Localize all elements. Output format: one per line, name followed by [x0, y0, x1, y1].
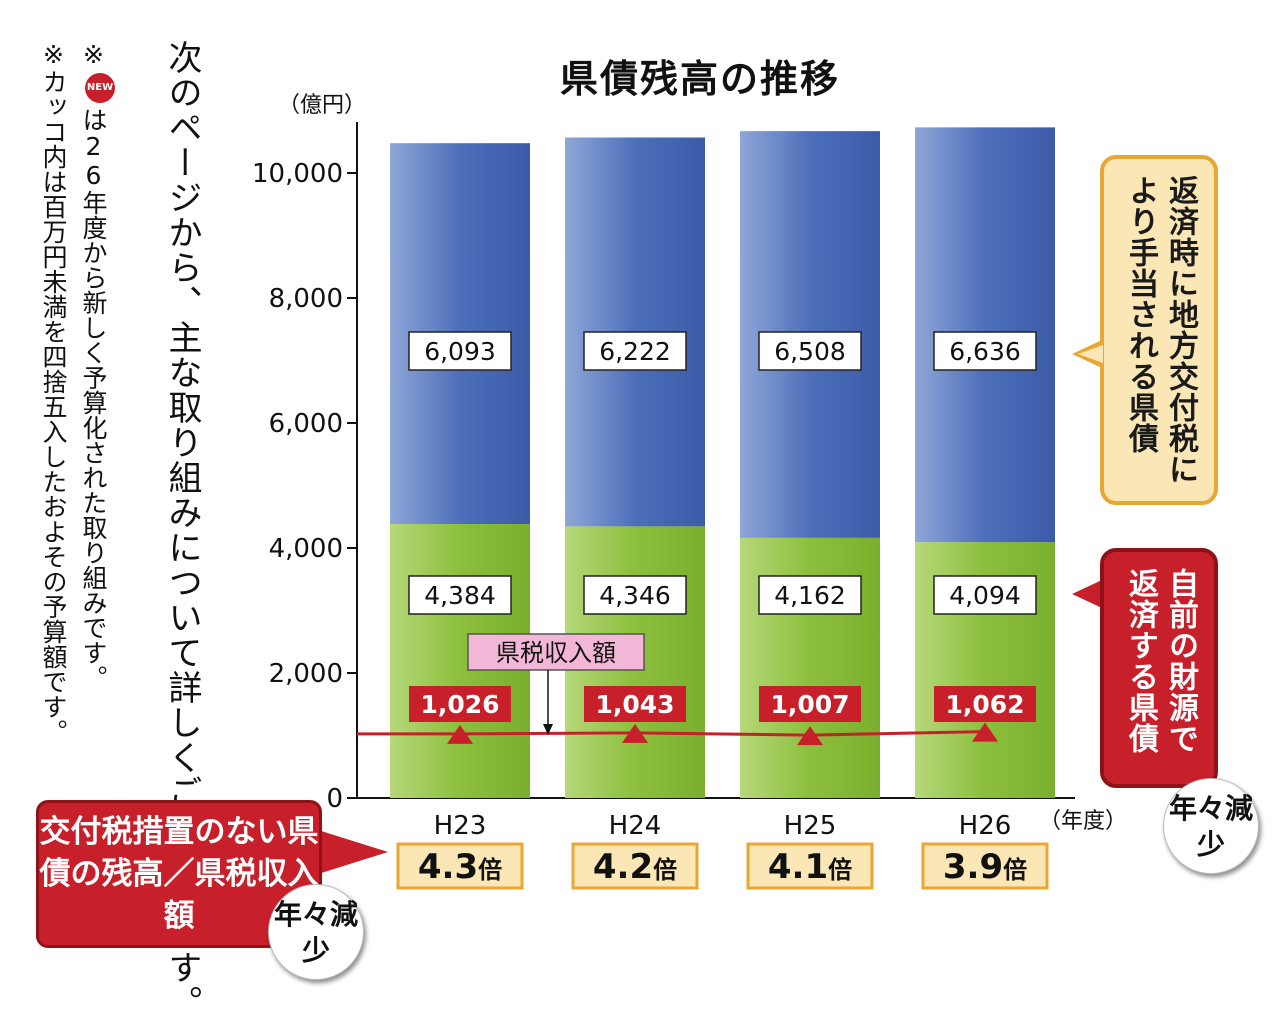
x-tick-label: H26 — [959, 811, 1012, 841]
decrease-badge-right: 年々減少 — [1163, 778, 1259, 874]
new-badge-icon: NEW — [85, 73, 115, 103]
value-label-own: 4,094 — [949, 581, 1021, 610]
ratio-value-box — [396, 842, 524, 890]
ratio-value-box — [571, 842, 699, 890]
callout-own-source: 自前の財源で返済する県債 — [1100, 548, 1218, 788]
value-label-own: 4,346 — [599, 581, 671, 610]
value-box-allocation — [408, 331, 512, 371]
value-label-allocation: 6,222 — [599, 337, 671, 366]
value-box-own — [583, 575, 687, 615]
value-box-allocation — [583, 331, 687, 371]
ratio-value-box — [921, 842, 1049, 890]
value-box-allocation — [758, 331, 862, 371]
value-box-own — [933, 575, 1037, 615]
ratio-value-box — [746, 842, 874, 890]
y-tick-label: 0 — [326, 784, 343, 814]
callout-pointer-bottom — [1072, 580, 1102, 608]
ratio-label: 交付税措置のない県債の残高／県税収入額 — [39, 814, 319, 934]
value-label-own: 4,384 — [424, 581, 496, 610]
y-tick-label: 6,000 — [269, 409, 343, 439]
tax-value-label: 1,026 — [420, 690, 499, 719]
tax-value-label: 1,043 — [595, 690, 674, 719]
x-tick-label: H25 — [784, 811, 837, 841]
callout-own-source-text: 自前の財源で返済する県債 — [1123, 568, 1198, 754]
value-label-allocation: 6,093 — [424, 337, 496, 366]
x-tick-label: H23 — [434, 811, 487, 841]
tax-revenue-marker — [797, 726, 823, 746]
y-unit-label: （億円） — [278, 93, 366, 118]
decrease-badge-left: 年々減少 — [268, 884, 364, 980]
tax-value-box — [584, 686, 686, 722]
new-note-text: は26年度から新しく予算化された取り組みです。 — [79, 107, 108, 690]
value-box-own — [758, 575, 862, 615]
ratio-value-label: 4.1倍 — [768, 847, 852, 887]
value-box-allocation — [933, 331, 1037, 371]
value-label-own: 4,162 — [774, 581, 846, 610]
tax-legend-label: 県税収入額 — [496, 639, 616, 667]
y-tick-label: 2,000 — [269, 659, 343, 689]
tax-legend-box — [467, 633, 645, 671]
tax-revenue-marker — [622, 723, 648, 743]
tax-revenue-marker — [447, 724, 473, 744]
note-mark: ※ — [79, 40, 108, 69]
callout-pointer-top-inner — [1078, 345, 1103, 363]
x-unit-label: （年度） — [1039, 809, 1127, 834]
x-tick-label: H24 — [609, 811, 662, 841]
value-label-allocation: 6,636 — [949, 337, 1021, 366]
tax-value-box — [934, 686, 1036, 722]
tax-revenue-marker — [972, 722, 998, 742]
ratio-pointer — [318, 830, 388, 874]
tax-value-box — [759, 686, 861, 722]
y-tick-label: 8,000 — [269, 284, 343, 314]
ratio-value-label: 4.3倍 — [418, 847, 502, 887]
ratio-value-label: 3.9倍 — [943, 847, 1027, 887]
paren-note: ※カッコ内は百万円未満を四捨五入したおよその予算額です。 — [39, 40, 68, 744]
value-box-own — [408, 575, 512, 615]
y-tick-label: 4,000 — [269, 534, 343, 564]
value-label-allocation: 6,508 — [774, 337, 846, 366]
callout-allocation-tax: 返済時に地方交付税により手当される県債 — [1100, 155, 1218, 505]
ratio-value-label: 4.2倍 — [593, 847, 677, 887]
y-tick-label: 10,000 — [252, 159, 343, 189]
tax-legend-arrow-head — [543, 724, 553, 735]
new-note: ※ NEW は26年度から新しく予算化された取り組みです。 — [78, 40, 115, 690]
callout-allocation-tax-text: 返済時に地方交付税により手当される県債 — [1123, 175, 1198, 485]
chart-title: 県債残高の推移 — [560, 57, 841, 101]
tax-value-label: 1,007 — [770, 690, 849, 719]
tax-value-box — [409, 686, 511, 722]
tax-value-label: 1,062 — [945, 690, 1024, 719]
